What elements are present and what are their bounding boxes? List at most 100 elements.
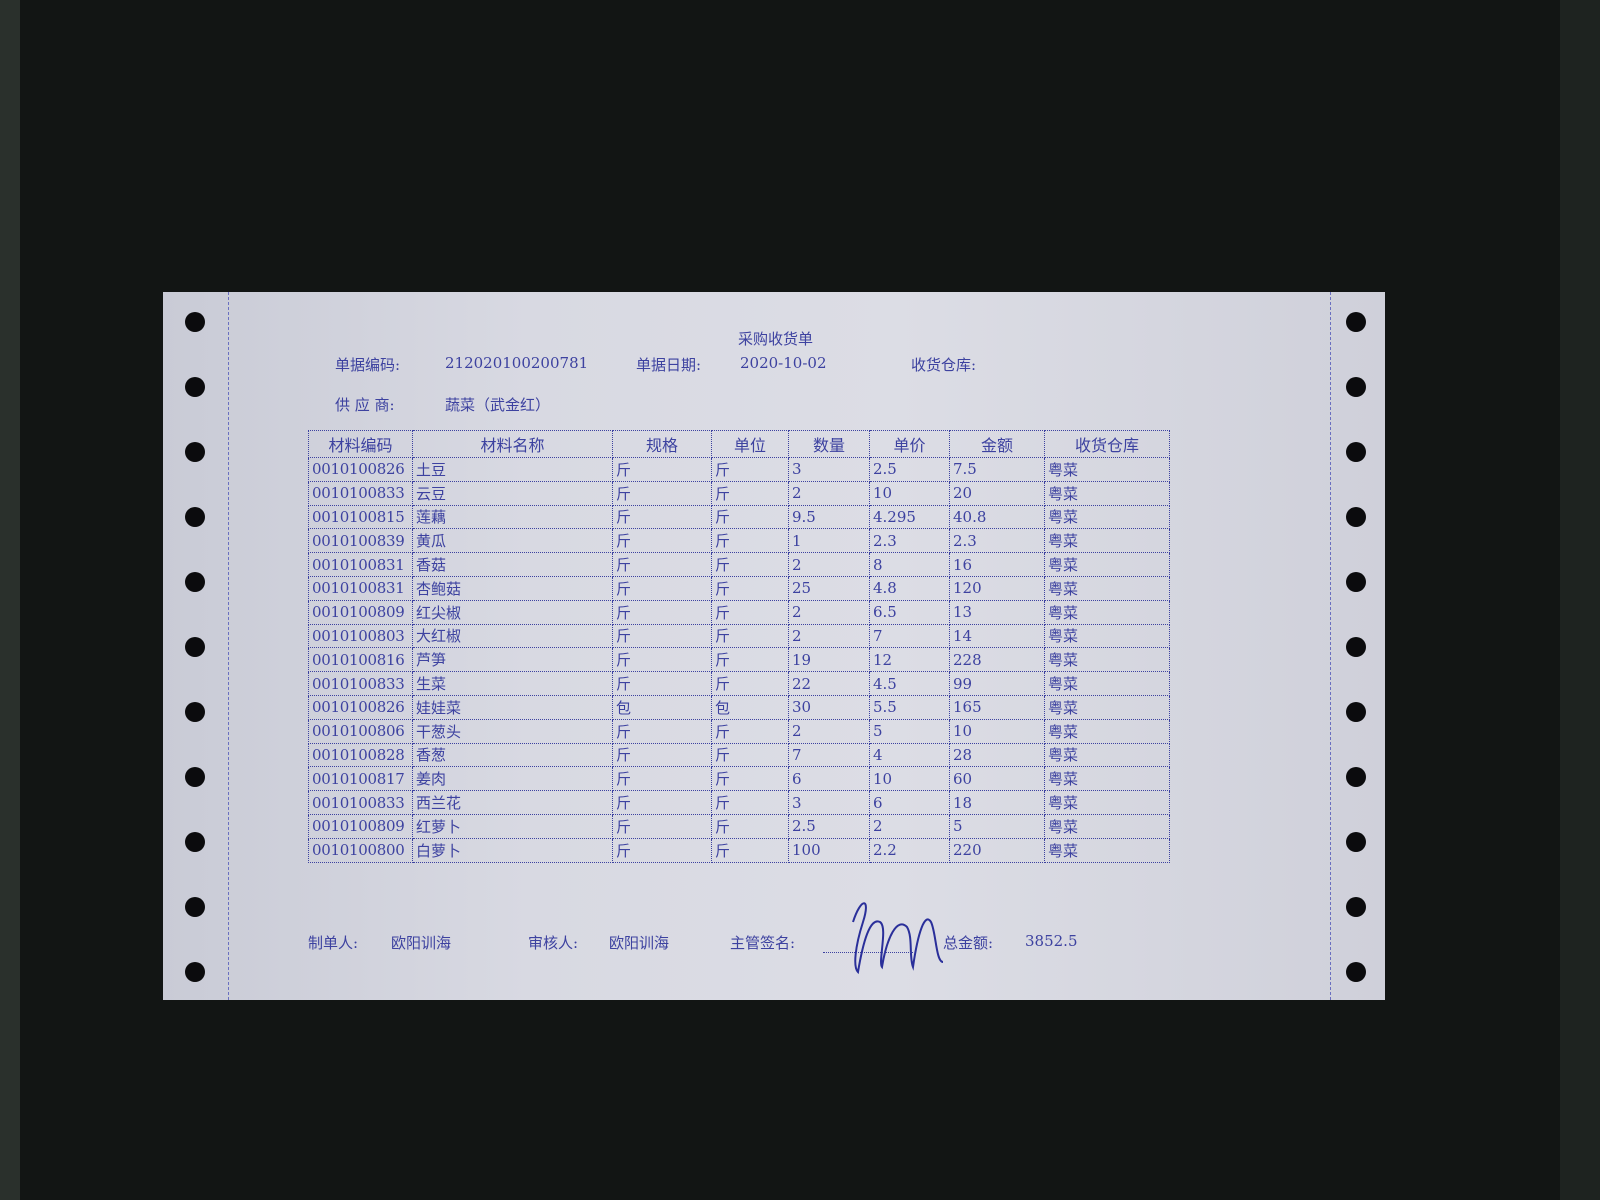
table-cell: 粤菜 bbox=[1044, 457, 1170, 482]
table-cell: 粤菜 bbox=[1044, 742, 1170, 768]
table-cell: 10 bbox=[869, 480, 950, 506]
column-header: 单价 bbox=[869, 430, 950, 458]
table-cell: 0010100839 bbox=[308, 528, 413, 554]
table-cell: 0010100816 bbox=[308, 647, 413, 673]
table-cell: 斤 bbox=[711, 575, 789, 601]
table-row: 0010100806 干葱头斤斤 2 5 10 粤菜 bbox=[308, 718, 1170, 744]
sprocket-hole bbox=[1346, 702, 1366, 722]
table-cell: 红萝卜 bbox=[412, 813, 613, 839]
table-cell: 4.8 bbox=[869, 575, 950, 601]
table-row: 0010100833 云豆斤斤 2 10 20 粤菜 bbox=[308, 480, 1170, 506]
table-cell: 2 bbox=[788, 718, 870, 744]
table-cell: 娃娃菜 bbox=[412, 694, 613, 720]
table-cell: 1 bbox=[788, 528, 870, 554]
table-cell: 斤 bbox=[711, 599, 789, 625]
table-cell: 4.295 bbox=[869, 504, 950, 530]
table-cell: 斤 bbox=[711, 504, 789, 530]
table-cell: 6 bbox=[869, 790, 950, 815]
signature-line bbox=[823, 952, 913, 953]
supplier: 蔬菜（武金红） bbox=[445, 396, 551, 414]
table-cell: 25 bbox=[788, 575, 870, 601]
table-cell: 粤菜 bbox=[1044, 552, 1170, 577]
table-cell: 7 bbox=[869, 623, 950, 649]
table-cell: 包 bbox=[612, 694, 712, 720]
table-cell: 斤 bbox=[612, 575, 712, 601]
table-cell: 0010100803 bbox=[308, 623, 413, 649]
table-cell: 2 bbox=[788, 480, 870, 506]
table-row: 0010100828 香葱斤斤 7 4 28 粤菜 bbox=[308, 742, 1170, 768]
table-cell: 228 bbox=[949, 647, 1045, 673]
table-cell: 斤 bbox=[711, 766, 789, 792]
table-cell: 斤 bbox=[612, 766, 712, 792]
doc-no: 212020100200781 bbox=[445, 354, 589, 372]
table-cell: 165 bbox=[949, 694, 1045, 720]
table-cell: 2.3 bbox=[949, 528, 1045, 554]
table-cell: 3 bbox=[788, 790, 870, 815]
table-cell: 斤 bbox=[711, 671, 789, 696]
table-cell: 粤菜 bbox=[1044, 837, 1170, 863]
handwritten-marks bbox=[852, 902, 944, 975]
sprocket-hole bbox=[1346, 312, 1366, 332]
table-cell: 斤 bbox=[612, 718, 712, 744]
sprocket-hole bbox=[185, 312, 205, 332]
document-title: 采购收货单 bbox=[738, 330, 814, 348]
table-cell: 2.2 bbox=[869, 837, 950, 863]
table-cell: 0010100815 bbox=[308, 504, 413, 530]
table-cell: 2.5 bbox=[869, 457, 950, 482]
table-cell: 0010100826 bbox=[308, 457, 413, 482]
table-cell: 斤 bbox=[612, 790, 712, 815]
column-header: 材料编码 bbox=[308, 430, 413, 458]
table-cell: 粤菜 bbox=[1044, 813, 1170, 839]
sprocket-hole bbox=[1346, 637, 1366, 657]
sprocket-hole bbox=[185, 702, 205, 722]
column-header: 单位 bbox=[711, 430, 789, 458]
column-header: 金额 bbox=[949, 430, 1045, 458]
reviewer-label: 审核人: bbox=[528, 934, 579, 952]
table-cell: 斤 bbox=[711, 742, 789, 768]
table-cell: 斤 bbox=[612, 837, 712, 863]
table-cell: 斤 bbox=[711, 480, 789, 506]
table-cell: 2.3 bbox=[869, 528, 950, 554]
table-cell: 99 bbox=[949, 671, 1045, 696]
sprocket-hole bbox=[185, 572, 205, 592]
table-row: 0010100816 芦笋斤斤 19 12 228 粤菜 bbox=[308, 647, 1170, 673]
background-edge bbox=[1560, 0, 1600, 1200]
sprocket-hole bbox=[185, 897, 205, 917]
table-cell: 10 bbox=[869, 766, 950, 792]
table-cell: 黄瓜 bbox=[412, 528, 613, 554]
table-cell: 2 bbox=[788, 552, 870, 577]
table-row: 0010100826 娃娃菜包包 30 5.5 165 粤菜 bbox=[308, 694, 1170, 720]
table-cell: 斤 bbox=[612, 528, 712, 554]
table-cell: 西兰花 bbox=[412, 790, 613, 815]
table-cell: 生菜 bbox=[412, 671, 613, 696]
table-row: 0010100809 红尖椒斤斤 2 6.5 13 粤菜 bbox=[308, 599, 1170, 625]
table-cell: 粤菜 bbox=[1044, 766, 1170, 792]
table-cell: 0010100809 bbox=[308, 599, 413, 625]
sprocket-hole bbox=[185, 962, 205, 982]
table-cell: 5 bbox=[869, 718, 950, 744]
column-header: 规格 bbox=[612, 430, 712, 458]
table-cell: 斤 bbox=[711, 552, 789, 577]
table-cell: 粤菜 bbox=[1044, 790, 1170, 815]
table-cell: 18 bbox=[949, 790, 1045, 815]
sprocket-hole bbox=[1346, 572, 1366, 592]
table-cell: 2 bbox=[788, 623, 870, 649]
table-cell: 22 bbox=[788, 671, 870, 696]
table-cell: 姜肉 bbox=[412, 766, 613, 792]
table-cell: 粤菜 bbox=[1044, 480, 1170, 506]
table-row: 0010100800 白萝卜斤斤 100 2.2 220 粤菜 bbox=[308, 837, 1170, 863]
table-cell: 120 bbox=[949, 575, 1045, 601]
sprocket-hole bbox=[1346, 897, 1366, 917]
table-cell: 粤菜 bbox=[1044, 575, 1170, 601]
table-row: 0010100839 黄瓜斤斤 1 2.3 2.3 粤菜 bbox=[308, 528, 1170, 554]
table-row: 0010100803 大红椒斤斤 2 7 14 粤菜 bbox=[308, 623, 1170, 649]
maker-label: 制单人: bbox=[308, 934, 359, 952]
table-cell: 莲藕 bbox=[412, 504, 613, 530]
table-cell: 20 bbox=[949, 480, 1045, 506]
table-cell: 100 bbox=[788, 837, 870, 863]
table-cell: 220 bbox=[949, 837, 1045, 863]
column-header: 材料名称 bbox=[412, 430, 613, 458]
table-cell: 4.5 bbox=[869, 671, 950, 696]
table-cell: 芦笋 bbox=[412, 647, 613, 673]
table-cell: 13 bbox=[949, 599, 1045, 625]
